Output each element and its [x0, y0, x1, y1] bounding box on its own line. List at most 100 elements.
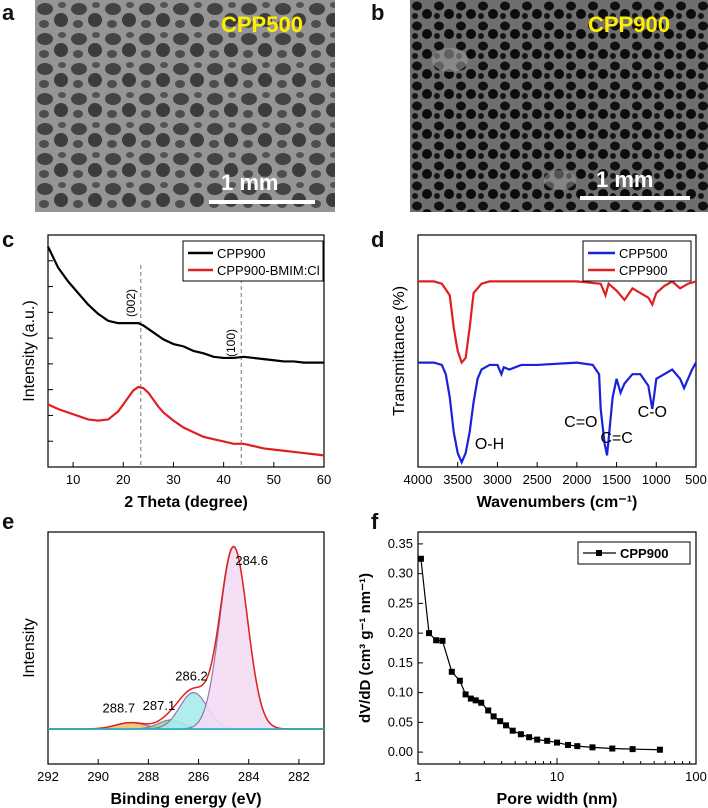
data-point-f — [478, 699, 485, 706]
xtick-label-f: 100 — [685, 769, 707, 784]
legend-label-c: CPP900-BMIM:Cl — [217, 263, 320, 278]
scale-bar-a — [209, 200, 315, 204]
xlabel-c: 2 Theta (degree) — [124, 494, 248, 511]
data-point-f — [656, 746, 663, 753]
xtick-label-d: 500 — [685, 472, 707, 487]
xlabel-d: Wavenumbers (cm⁻¹) — [477, 494, 638, 511]
data-point-f — [462, 691, 469, 698]
ytick-label-f: 0.30 — [388, 566, 413, 581]
ytick-label-f: 0.35 — [388, 536, 413, 551]
ytick-label-f: 0.10 — [388, 685, 413, 700]
legend-label-d: CPP900 — [619, 263, 667, 278]
data-point-f — [509, 727, 516, 734]
ylabel-f: dV/dD (cm³ g⁻¹ nm⁻¹) — [357, 573, 374, 723]
ytick-label-f: 0.25 — [388, 595, 413, 610]
xtick-label-e: 288 — [138, 769, 160, 784]
axes-e: 292 290 288 286 284 282 Binding energy (eV) Int… — [21, 531, 325, 808]
data-point-f — [534, 736, 541, 743]
ylabel-c: Intensity (a.u.) — [21, 300, 38, 401]
data-point-f — [433, 637, 440, 644]
data-point-f — [490, 713, 497, 720]
panel-letter-b: b — [371, 0, 385, 25]
data-point-f — [554, 739, 560, 746]
xtick-label-e: 286 — [188, 769, 210, 784]
panel-letter-c: c — [2, 227, 15, 252]
legend-label-f: CPP900 — [620, 546, 668, 561]
annotation-d: O-H — [475, 436, 504, 453]
xlabel-f: Pore width (nm) — [497, 791, 618, 808]
legend-d — [582, 240, 692, 282]
peak-label-e: 288.7 — [103, 701, 136, 716]
data-point-f — [589, 744, 596, 751]
peak-label-e: 284.6 — [235, 553, 268, 568]
scale-label-b: 1 mm — [596, 167, 654, 192]
panel-letter-a: a — [2, 0, 15, 25]
peak-label-e: 286.2 — [175, 669, 208, 684]
xtick-label-d: 2000 — [562, 472, 591, 487]
legend-marker-f — [596, 550, 602, 556]
data-point-f — [526, 734, 533, 741]
annotation-c: (002) — [124, 289, 138, 317]
panel-letter-e: e — [2, 509, 15, 534]
axes-d: 4000 3500 3000 2500 2000 1500 1000 500 Wavenumbe… — [391, 234, 707, 511]
scale-bar-b — [580, 196, 690, 200]
data-point-f — [629, 746, 636, 753]
series-line-d-1 — [418, 361, 697, 466]
xtick-label-c: 60 — [317, 472, 331, 487]
legend-label-c: CPP900 — [217, 246, 265, 261]
sample-label-cpp500: CPP500 — [221, 12, 303, 37]
xtick-label-d: 1000 — [642, 472, 671, 487]
sem-image-cpp900: CPP900 1 mm — [410, 0, 708, 212]
panel-letter-f: f — [371, 509, 379, 534]
legend-f — [577, 541, 691, 565]
plot-frame-e — [47, 531, 325, 765]
xtick-label-d: 4000 — [404, 472, 433, 487]
xtick-label-f: 10 — [550, 769, 564, 784]
sample-label-cpp900: CPP900 — [588, 12, 670, 37]
legend-c — [182, 240, 324, 282]
data-point-f — [544, 737, 551, 744]
data-point-f — [472, 697, 479, 704]
data-point-f — [517, 731, 524, 738]
sem-image-cpp500: CPP500 1 mm — [35, 0, 335, 212]
xtick-label-c: 50 — [267, 472, 281, 487]
xtick-label-e: 284 — [238, 769, 260, 784]
ytick-label-f: 0.05 — [388, 714, 413, 729]
legend-label-d: CPP500 — [619, 246, 667, 261]
axes-f: 1 10 100 0.00 0.05 0.10 0.15 0.20 0.25 0.30 0.35 Po… — [357, 531, 707, 808]
data-point-f — [574, 743, 581, 750]
xtick-label-c: 10 — [66, 472, 80, 487]
annotation-d: C=C — [600, 430, 632, 447]
data-point-f — [439, 637, 446, 644]
plot-frame-f — [417, 531, 697, 765]
data-point-f — [565, 741, 572, 748]
annotation-c: (100) — [224, 329, 238, 357]
xtick-label-e: 290 — [87, 769, 109, 784]
xtick-label-c: 30 — [166, 472, 180, 487]
plot-frame-d — [417, 234, 697, 468]
data-point-f — [485, 707, 492, 714]
xtick-label-c: 40 — [216, 472, 230, 487]
data-point-f — [448, 668, 455, 675]
xtick-label-d: 2500 — [523, 472, 552, 487]
annotation-d: C-O — [638, 404, 667, 421]
plot-frame-c — [47, 234, 325, 468]
ytick-label-f: 0.20 — [388, 625, 413, 640]
data-point-f — [426, 630, 433, 637]
axes-c: 10 20 30 40 50 60 2 Theta (degree) Intensity (a… — [21, 234, 331, 511]
series-line-c-0 — [47, 246, 324, 364]
data-point-f — [417, 555, 424, 562]
peak-label-e: 287.1 — [143, 698, 176, 713]
ylabel-d: Transmittance (%) — [391, 286, 408, 416]
series-line-d-0 — [418, 280, 697, 365]
peak-area-1 — [48, 691, 324, 730]
xtick-label-f: 1 — [414, 769, 421, 784]
xtick-label-d: 3000 — [483, 472, 512, 487]
xtick-label-e: 282 — [288, 769, 310, 784]
ytick-label-f: 0.00 — [388, 744, 413, 759]
data-point-f — [497, 718, 504, 725]
xtick-label-d: 1500 — [602, 472, 631, 487]
xtick-label-e: 292 — [37, 769, 59, 784]
series-line-c-1 — [47, 385, 325, 457]
